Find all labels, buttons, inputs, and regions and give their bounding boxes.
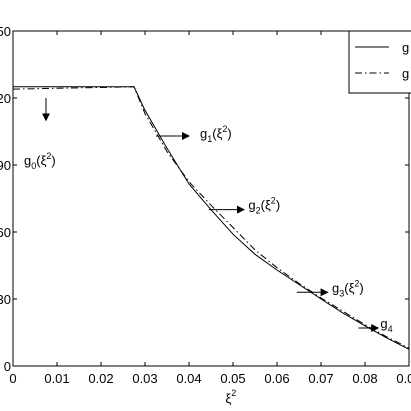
x-tick-label: 0 xyxy=(9,371,16,386)
x-tick-label: 0.02 xyxy=(88,371,113,386)
annotation-arg-open: (ξ xyxy=(344,280,354,295)
x-tick-label: 0.01 xyxy=(44,371,69,386)
x-tick-label: 0.04 xyxy=(176,371,201,386)
x-tick-label: 0.05 xyxy=(220,371,245,386)
series-line-solid xyxy=(13,86,410,350)
y-tick-label: 60 xyxy=(0,225,11,240)
annotation-label-g4: g4 xyxy=(380,316,392,334)
annotation-func: g xyxy=(200,126,207,141)
legend: gg xyxy=(348,30,411,94)
annotation-sub: 2 xyxy=(256,206,261,216)
legend-label: g xyxy=(402,40,409,55)
plot-frame xyxy=(12,30,410,367)
axes: 00.010.020.030.040.050.060.070.080.09030… xyxy=(0,24,411,406)
annotation-label-g2: g2(ξ2) xyxy=(248,196,280,216)
annotation-sub: 1 xyxy=(207,134,212,144)
annotation-arg-close: ) xyxy=(276,198,280,213)
annotation-arg-open: (ξ xyxy=(261,198,271,213)
x-axis-label-base: ξ xyxy=(225,391,231,406)
annotation-sub: 4 xyxy=(388,324,393,334)
annotation-arg-close: ) xyxy=(227,126,231,141)
annotation-arg-close: ) xyxy=(359,280,363,295)
annotation-sup: 2 xyxy=(46,151,51,161)
annotation-arg-open: (ξ xyxy=(36,153,46,168)
annotations: g0(ξ2)g1(ξ2)g2(ξ2)g3(ξ2)g4 xyxy=(24,98,393,334)
x-tick-label: 0.03 xyxy=(132,371,157,386)
annotation-label-g0: g0(ξ2) xyxy=(24,151,56,171)
annotation-func: g xyxy=(332,280,339,295)
annotation-sub: 3 xyxy=(339,288,344,298)
annotation-label-g1: g1(ξ2) xyxy=(200,124,232,144)
annotation-func: g xyxy=(24,153,31,168)
legend-box xyxy=(348,30,411,94)
plot-lines xyxy=(12,86,410,350)
y-tick-label: 150 xyxy=(0,24,11,39)
x-axis-label-sup: 2 xyxy=(231,388,236,398)
annotation-sup: 2 xyxy=(271,196,276,206)
annotation-sup: 2 xyxy=(354,278,359,288)
y-tick-label: 90 xyxy=(0,158,11,173)
x-tick-label: 0.06 xyxy=(264,371,289,386)
annotation-sup: 2 xyxy=(222,124,227,134)
y-tick-label: 120 xyxy=(0,91,11,106)
x-tick-label: 0.07 xyxy=(308,371,333,386)
annotation-func: g xyxy=(380,316,387,331)
x-axis-label: ξ2 xyxy=(225,388,236,406)
y-tick-label: 0 xyxy=(4,359,11,374)
legend-label: g xyxy=(402,66,409,81)
annotation-arg-close: ) xyxy=(51,153,55,168)
annotation-arg-open: (ξ xyxy=(212,126,222,141)
x-tick-label: 0.09 xyxy=(396,371,411,386)
y-tick-label: 30 xyxy=(0,292,11,307)
annotation-label-g3: g3(ξ2) xyxy=(332,278,364,298)
annotation-func: g xyxy=(248,198,255,213)
x-tick-label: 0.08 xyxy=(352,371,377,386)
annotation-sub: 0 xyxy=(31,161,36,171)
series-line-dashdot xyxy=(12,86,410,349)
